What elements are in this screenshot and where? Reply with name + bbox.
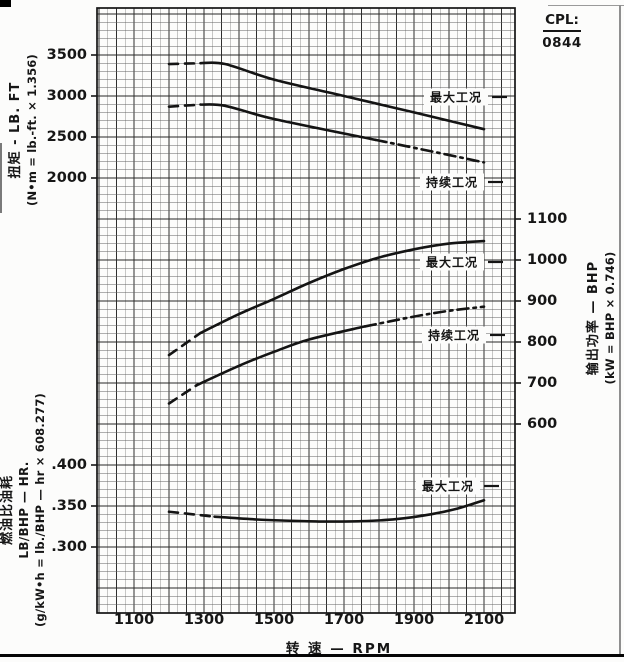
svg-text:.350: .350	[51, 498, 87, 514]
svg-text:最大工况: 最大工况	[426, 255, 478, 270]
power-tick-1100: 1100	[515, 211, 567, 227]
fuel-axis-title: 燃油比油耗 LB/BHP — HR. (g/kW•h = lb./BHP — h…	[0, 387, 50, 633]
curve-power-max	[167, 239, 486, 357]
power-tick-700: 700	[515, 375, 557, 391]
fuel-tick-300: .300	[51, 539, 97, 555]
rpm-axis-title: 转 速 — RPM	[285, 641, 393, 657]
scan-corner-mark	[0, 0, 11, 7]
cpl-value: 0844	[542, 35, 582, 51]
scan-right-border	[619, 5, 621, 655]
power-axis-title: 输出功率 — BHP (kW = BHP × 0.746)	[586, 223, 620, 413]
rpm-tick-1100: 1100	[114, 612, 154, 628]
torque-tick-3000: 3000	[47, 88, 97, 104]
curve-power-continuous	[167, 305, 486, 405]
torque-axis-title-formula: (N•m = lb.-ft. × 1.356)	[25, 54, 39, 206]
curve-fuel-max	[167, 499, 486, 523]
scan-top-border	[548, 5, 624, 6]
svg-text:持续工况: 持续工况	[428, 328, 480, 343]
svg-text:2000: 2000	[47, 170, 87, 186]
svg-text:1100: 1100	[527, 211, 567, 227]
curve-label-torque-max: 最大工况	[424, 88, 507, 106]
power-axis-title-cn: 输出功率 — BHP	[586, 260, 601, 376]
power-tick-900: 900	[515, 293, 557, 309]
power-tick-1000: 1000	[515, 252, 567, 268]
svg-text:最大工况: 最大工况	[430, 90, 482, 105]
svg-text:800: 800	[527, 334, 557, 350]
scan-left-border	[0, 143, 2, 213]
fuel-axis-title-en: LB/BHP — HR.	[17, 461, 31, 559]
svg-text:.400: .400	[51, 457, 87, 473]
torque-tick-2000: 2000	[47, 170, 97, 186]
fuel-tick-350: .350	[51, 498, 97, 514]
power-tick-800: 800	[515, 334, 557, 350]
power-tick-600: 600	[515, 416, 557, 432]
scan-bottom-border	[0, 654, 624, 657]
curve-label-fuel-max: 最大工况	[416, 477, 499, 495]
svg-text:1000: 1000	[527, 252, 567, 268]
grid	[97, 8, 515, 613]
rpm-tick-2100: 2100	[464, 612, 504, 628]
curve-label-power-continuous: 持续工况	[422, 326, 505, 344]
svg-text:3500: 3500	[47, 47, 87, 63]
torque-tick-2500: 2500	[47, 129, 97, 145]
fuel-tick-400: .400	[51, 457, 97, 473]
cpl-box: CPL: 0844	[534, 12, 590, 51]
svg-text:700: 700	[527, 375, 557, 391]
svg-text:900: 900	[527, 293, 557, 309]
cpl-label: CPL:	[543, 12, 581, 32]
fuel-axis-title-formula: (g/kW•h = lb./BHP — hr × 608.277)	[33, 393, 47, 628]
rpm-tick-1300: 1300	[184, 612, 224, 628]
torque-axis-title: 扭矩 - LB. FT (N•m = lb.-ft. × 1.356)	[8, 35, 42, 225]
rpm-tick-1700: 1700	[324, 612, 364, 628]
curve-torque-max	[167, 61, 486, 131]
torque-axis-title-cn: 扭矩 - LB. FT	[8, 81, 23, 179]
svg-text:.300: .300	[51, 539, 87, 555]
rpm-tick-1900: 1900	[394, 612, 434, 628]
svg-text:600: 600	[527, 416, 557, 432]
svg-text:3000: 3000	[47, 88, 87, 104]
svg-text:最大工况: 最大工况	[422, 479, 474, 494]
curve-label-torque-continuous: 持续工况	[420, 173, 503, 191]
curve-label-power-max: 最大工况	[420, 253, 503, 271]
svg-text:2500: 2500	[47, 129, 87, 145]
curve-torque-continuous	[167, 103, 486, 164]
rpm-tick-1500: 1500	[254, 612, 294, 628]
power-axis-title-formula: (kW = BHP × 0.746)	[603, 251, 617, 385]
svg-text:持续工况: 持续工况	[426, 175, 478, 190]
torque-tick-3500: 3500	[47, 47, 97, 63]
fuel-axis-title-cn: 燃油比油耗	[0, 475, 15, 546]
plot-border	[96, 7, 516, 614]
